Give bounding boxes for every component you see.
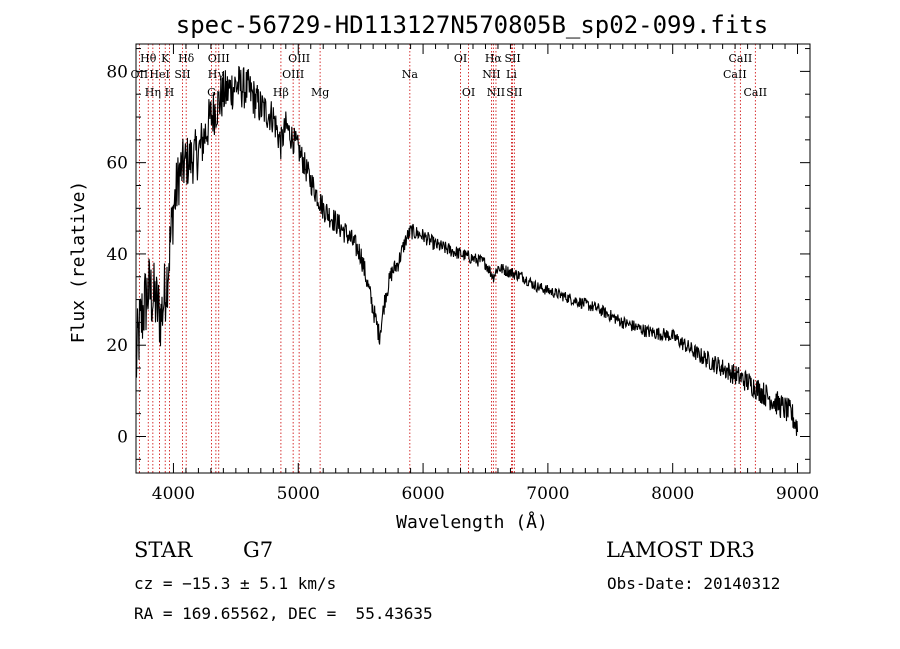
spectral-line-label: G xyxy=(207,86,216,99)
spectral-line-label: OII xyxy=(131,68,149,81)
x-tick-label: 6000 xyxy=(401,484,444,504)
spectral-line-label: Hη xyxy=(145,86,161,99)
x-tick-label: 4000 xyxy=(152,484,195,504)
x-tick-label: 5000 xyxy=(277,484,320,504)
spectral-line-label: NII xyxy=(482,68,500,81)
y-tick-label: 20 xyxy=(106,336,128,356)
spectral-line-label: SII xyxy=(504,52,520,65)
y-tick-label: 80 xyxy=(106,62,128,82)
spectral-line-label: Hα xyxy=(485,52,503,65)
coordinates-text: RA = 169.65562, DEC = 55.43635 xyxy=(134,604,433,623)
y-tick-label: 40 xyxy=(106,245,128,265)
spectral-line-label: CaII xyxy=(743,86,767,99)
spectral-line-label: Mg xyxy=(311,86,329,99)
spectral-line-label: Hγ xyxy=(208,68,225,81)
spectral-line-markers xyxy=(138,44,756,473)
y-axis-label: Flux (relative) xyxy=(68,181,89,344)
spectral-line-label: OIII xyxy=(208,52,230,65)
spectral-line-label: Hδ xyxy=(178,52,195,65)
spectral-line-label: OI xyxy=(454,52,467,65)
spectral-line-label: Na xyxy=(402,68,419,81)
x-tick-label: 8000 xyxy=(651,484,694,504)
spectral-line-label: Li xyxy=(506,68,517,81)
obs-date-text: Obs-Date: 20140312 xyxy=(607,574,781,593)
chart-title: spec-56729-HD113127N570805B_sp02-099.fit… xyxy=(176,11,768,39)
spectral-line-label: CaII xyxy=(729,52,753,65)
spectral-line-label: SII xyxy=(174,68,190,81)
spectral-line-label: Hθ xyxy=(140,52,157,65)
spectral-line-label: K xyxy=(161,52,170,65)
x-tick-label: 9000 xyxy=(776,484,819,504)
spectral-line-label: OIII xyxy=(288,52,310,65)
y-tick-label: 0 xyxy=(117,427,128,447)
spectral-line-labels: Hθ OII Hη HeI K SII H Hδ OIII Hγ G Hβ OIII OIII Mg Na OI… xyxy=(131,52,768,99)
spectral-line-label: OI xyxy=(462,86,475,99)
x-axis-label: Wavelength (Å) xyxy=(396,511,548,533)
spectral-line-label: OIII xyxy=(282,68,304,81)
axis-ticks: 4000 5000 6000 7000 8000 9000 0 20 40 60 80 xyxy=(106,44,819,504)
object-subclass: G7 xyxy=(243,538,274,562)
survey-name: LAMOST DR3 xyxy=(606,538,755,562)
redshift-text: cz = −15.3 ± 5.1 km/s xyxy=(134,574,337,593)
x-tick-label: 7000 xyxy=(526,484,569,504)
spectral-line-label: SII xyxy=(506,86,522,99)
spectral-line-label: NII xyxy=(487,86,505,99)
spectral-line-label: HeI xyxy=(149,68,169,81)
spectral-line-label: CaII xyxy=(723,68,747,81)
spectral-line-label: Hβ xyxy=(273,86,289,99)
object-class: STAR xyxy=(134,538,193,562)
y-tick-label: 60 xyxy=(106,154,128,174)
spectral-line-label: H xyxy=(165,86,175,99)
spectrum-line xyxy=(135,65,799,436)
